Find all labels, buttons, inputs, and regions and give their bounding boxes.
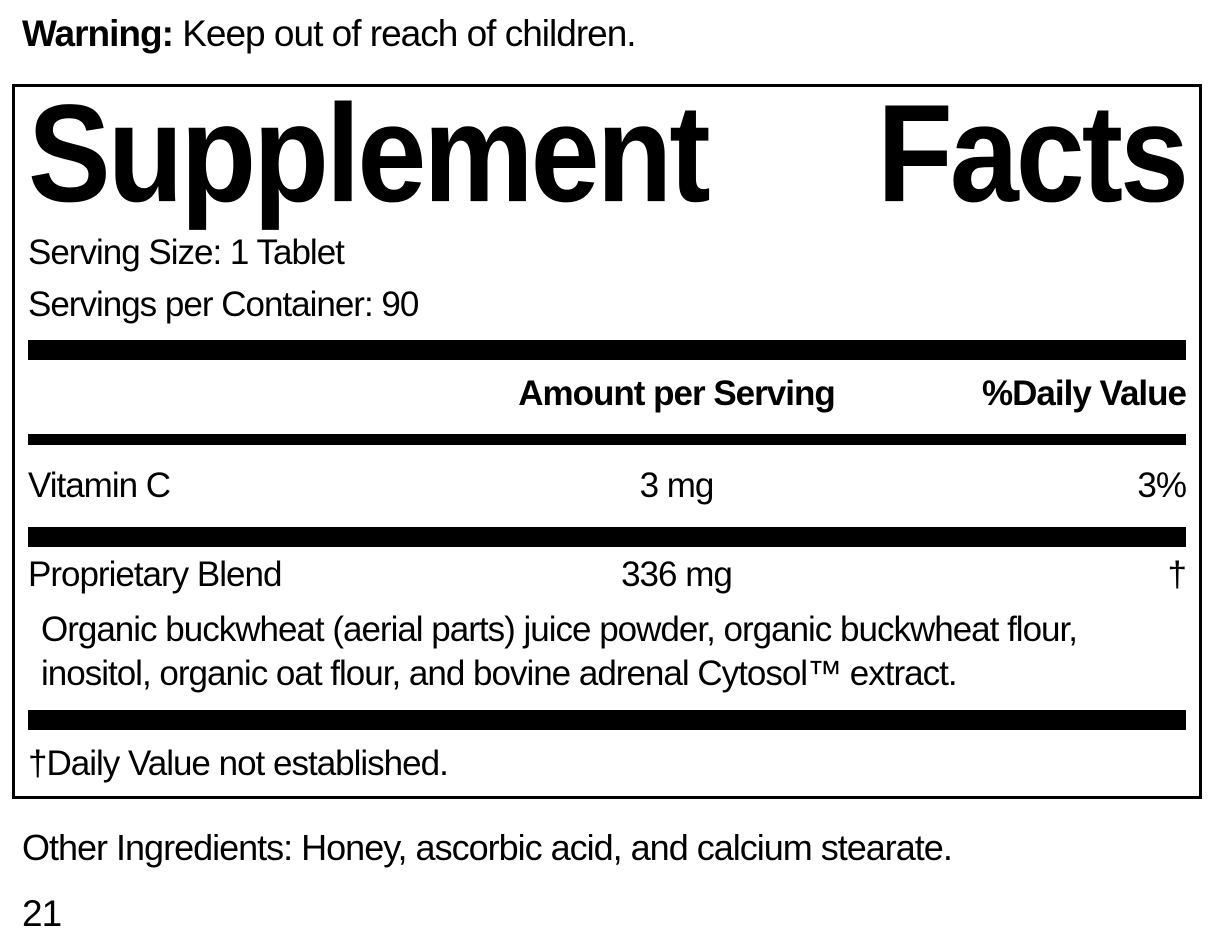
- panel-title: Supplement Facts: [28, 76, 1189, 242]
- nutrient-daily-value: †: [1167, 555, 1187, 594]
- nutrient-daily-value: 3%: [1137, 466, 1187, 505]
- title-word-facts: Facts: [877, 76, 1189, 232]
- serving-size: Serving Size: 1 Tablet: [28, 233, 345, 272]
- divider-thick-top: [28, 340, 1186, 360]
- nutrient-amount: 336 mg: [621, 555, 733, 594]
- divider-thick-middle: [28, 527, 1186, 547]
- daily-value-header: %Daily Value: [982, 374, 1187, 413]
- supplement-facts-panel: Supplement Facts Serving Size: 1 Tablet …: [12, 84, 1202, 799]
- table-row-vitamin-c: Vitamin C 3 mg 3%: [28, 445, 1187, 527]
- warning-line: Warning: Keep out of reach of children.: [12, 8, 1202, 60]
- proprietary-blend-description: Organic buckwheat (aerial parts) juice p…: [41, 610, 1078, 693]
- nutrient-name: Proprietary Blend: [28, 555, 282, 594]
- title-word-supplement: Supplement: [28, 76, 711, 232]
- daily-value-footnote: †Daily Value not established.: [28, 744, 449, 783]
- divider-thin-header: [28, 434, 1186, 445]
- amount-per-serving-header: Amount per Serving: [518, 374, 835, 413]
- warning-text: Keep out of reach of children.: [172, 13, 636, 54]
- table-row-proprietary-blend: Proprietary Blend 336 mg †: [28, 547, 1187, 596]
- warning-label: Warning:: [22, 13, 174, 54]
- nutrient-name: Vitamin C: [28, 466, 171, 505]
- servings-per-container: Servings per Container: 90: [28, 285, 419, 324]
- nutrient-amount: 3 mg: [639, 466, 715, 505]
- other-ingredients: Other Ingredients: Honey, ascorbic acid,…: [22, 827, 953, 868]
- page-number: 21: [22, 893, 62, 934]
- supplement-label-page: Warning: Keep out of reach of children. …: [12, 8, 1202, 936]
- divider-thick-bottom: [28, 710, 1186, 730]
- column-header-row: Amount per Serving %Daily Value: [28, 360, 1187, 434]
